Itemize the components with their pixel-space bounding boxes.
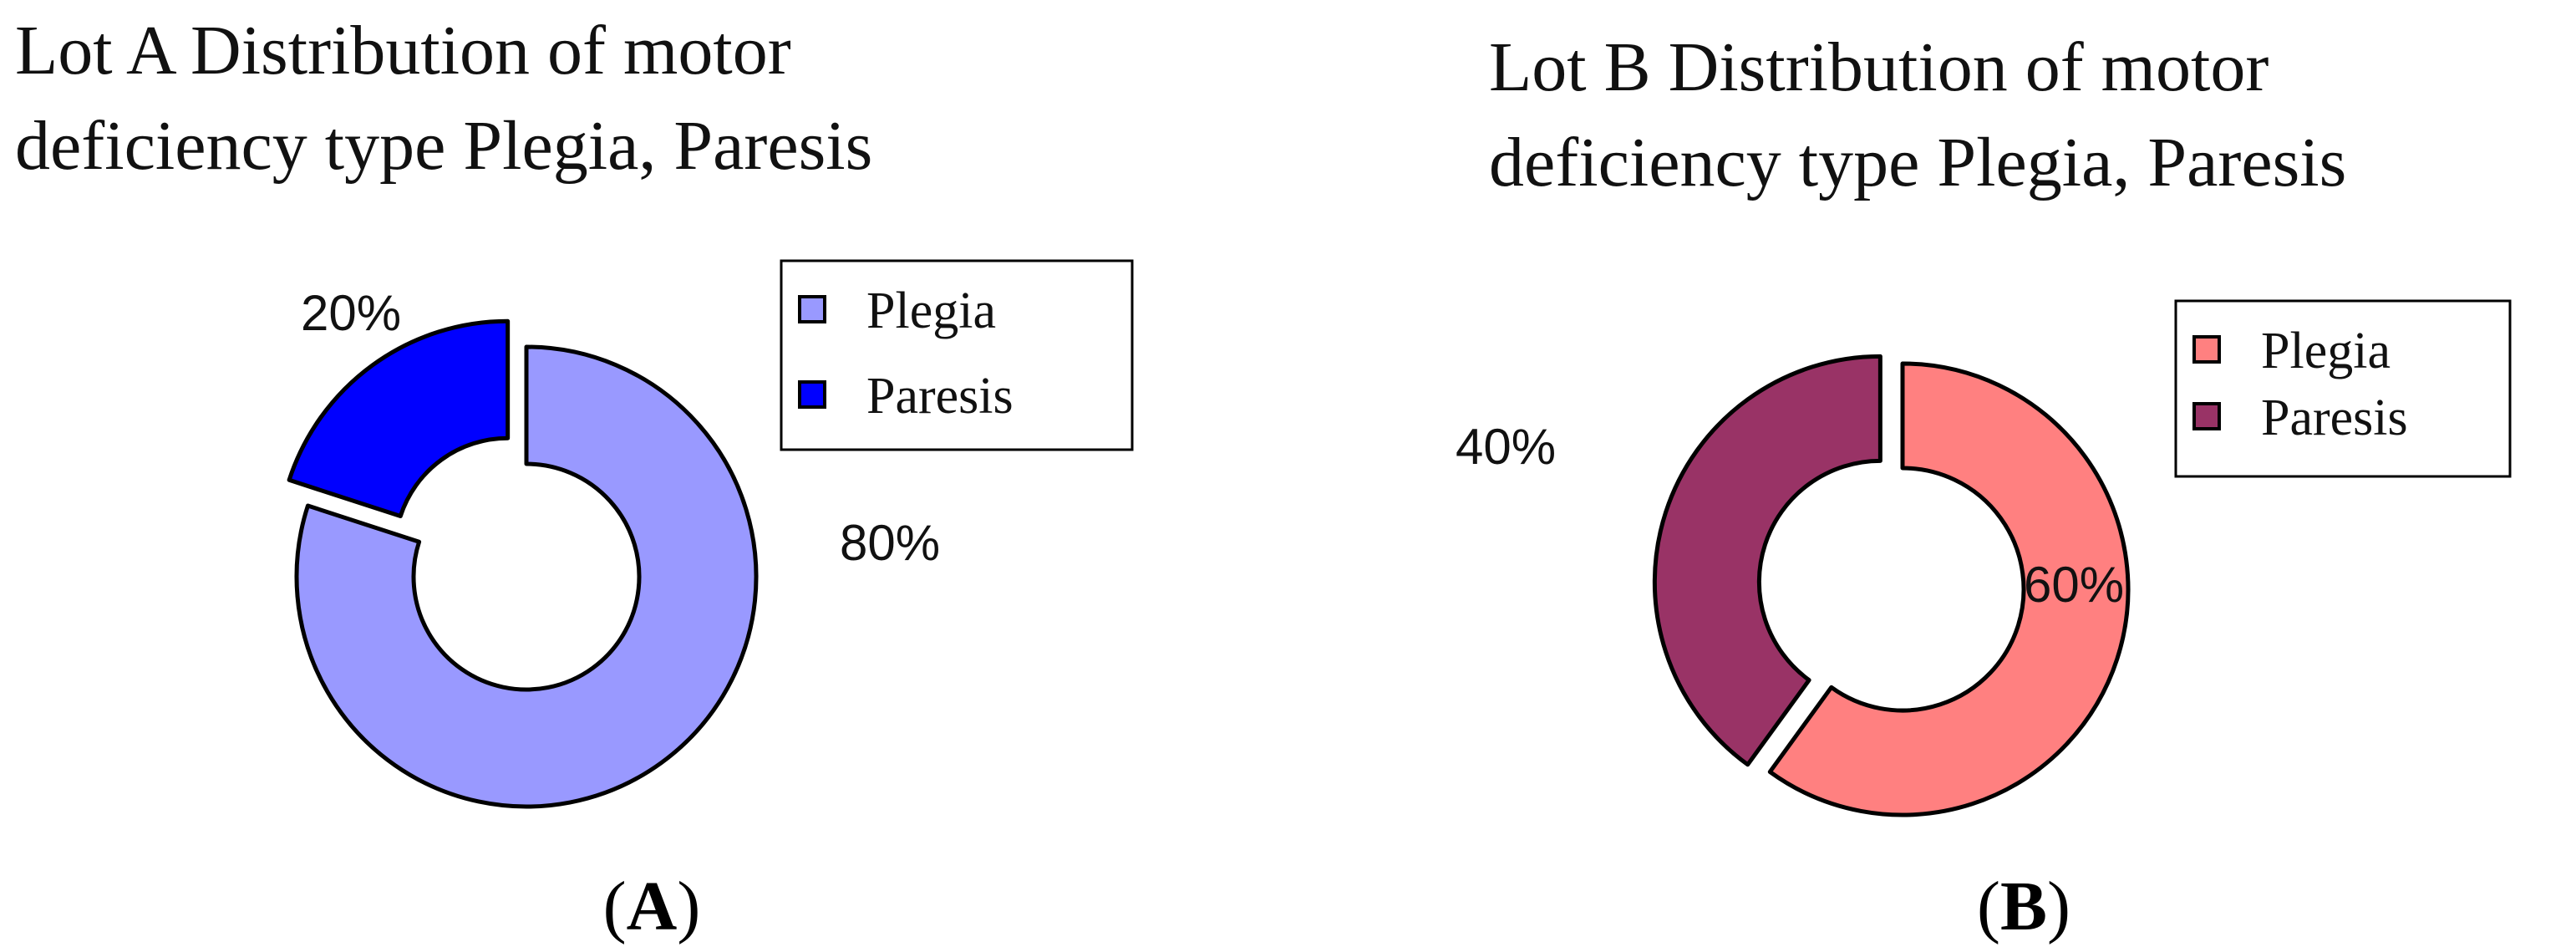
chart-title-line-2: deficiency type Plegia, Paresis <box>1489 124 2347 201</box>
panel-label-a: (A) <box>585 866 719 947</box>
data-label-plegia: 60% <box>2024 557 2124 613</box>
legend-swatch-plegia <box>798 295 826 323</box>
chart-panel-b: Lot B Distribution of motor deficiency t… <box>1288 0 2576 946</box>
legend: Plegia Paresis <box>780 259 1134 451</box>
panel-label-letter: B <box>1999 868 2048 945</box>
panel-label-open: ( <box>1977 868 2000 945</box>
donut-slice-plegia <box>1767 361 2131 817</box>
chart-title-line-2: deficiency type Plegia, Paresis <box>15 107 873 185</box>
legend-box <box>780 259 1134 451</box>
chart-title-line-1: Lot A Distribution of motor <box>15 12 791 89</box>
data-label-paresis: 20% <box>301 285 401 341</box>
legend-swatch-paresis <box>2192 402 2221 430</box>
panel-label-close: ) <box>2047 868 2070 945</box>
donut-slice-plegia <box>294 344 759 809</box>
panel-label-open: ( <box>602 868 627 945</box>
legend-label-plegia: Plegia <box>2261 323 2391 379</box>
chart-title: Lot A Distribution of motor deficiency t… <box>15 3 872 194</box>
panel-label-b: (B) <box>1957 866 2091 947</box>
panel-label-letter: A <box>626 868 678 945</box>
legend-swatch-paresis <box>798 380 826 409</box>
data-label-paresis: 40% <box>1456 419 1556 475</box>
panel-label-close: ) <box>677 868 701 945</box>
chart-title-line-1: Lot B Distribution of motor <box>1489 28 2269 106</box>
legend-label-paresis: Paresis <box>866 368 1014 425</box>
donut-chart-b: 60% 40% Plegia Paresis <box>1456 299 2512 817</box>
donut-chart-a: 80% 20% Plegia Paresis <box>287 259 1134 809</box>
legend-label-paresis: Paresis <box>2261 389 2408 446</box>
chart-title: Lot B Distribution of motor deficiency t… <box>1489 20 2346 211</box>
donut-slice-paresis <box>1652 354 1882 767</box>
chart-panel-a: Lot A Distribution of motor deficiency t… <box>0 0 1288 946</box>
legend-swatch-plegia <box>2192 335 2221 364</box>
legend: Plegia Paresis <box>2174 299 2512 478</box>
legend-label-plegia: Plegia <box>866 283 996 339</box>
data-label-plegia: 80% <box>840 515 940 571</box>
donut-slice-paresis <box>287 318 511 519</box>
legend-box <box>2174 299 2512 478</box>
